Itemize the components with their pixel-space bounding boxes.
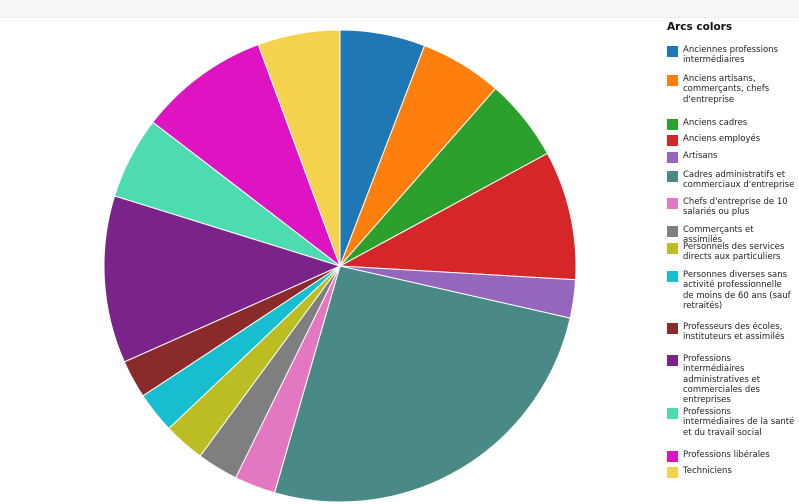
- legend-swatch: [667, 152, 678, 163]
- legend-swatch: [667, 408, 678, 419]
- legend-item: Cadres administratifs et commerciaux d'e…: [667, 170, 795, 191]
- legend-item: Anciens artisans, commerçants, chefs d'e…: [667, 74, 795, 105]
- legend-label: Professeurs des écoles, instituteurs et …: [683, 322, 785, 343]
- legend-swatch: [667, 226, 678, 237]
- legend-swatch: [667, 46, 678, 57]
- legend-item: Artisans: [667, 151, 795, 163]
- legend-label: Anciens cadres: [683, 118, 748, 128]
- pie-slice-12: [103, 195, 342, 363]
- pie-slice-4: [338, 152, 577, 281]
- legend-swatch: [667, 323, 678, 334]
- legend-label: Professions libérales: [683, 450, 770, 460]
- legend-item: Anciens cadres: [667, 118, 795, 130]
- legend-label: Commerçants et assimilés: [683, 225, 754, 246]
- legend-item: Anciens employés: [667, 134, 795, 146]
- legend-label: Anciens artisans, commerçants, chefs d'e…: [683, 74, 770, 105]
- legend-item: Professions libérales: [667, 450, 795, 462]
- legend-swatch: [667, 271, 678, 282]
- legend-label: Techniciens: [683, 466, 732, 476]
- legend-swatch: [667, 243, 678, 254]
- legend-swatch: [667, 119, 678, 130]
- legend-item: Chefs d'entreprise de 10 salariés ou plu…: [667, 197, 795, 218]
- legend-swatch: [667, 198, 678, 209]
- legend-item: Professeurs des écoles, instituteurs et …: [667, 322, 795, 343]
- legend-swatch: [667, 171, 678, 182]
- legend-item: Anciennes professions intermédiaires: [667, 45, 795, 66]
- pie-slice-6: [273, 265, 571, 503]
- legend-label: Anciens employés: [683, 134, 761, 144]
- legend-swatch: [667, 75, 678, 86]
- legend-item: Techniciens: [667, 466, 795, 478]
- legend-item: Professions intermédiaires de la santé e…: [667, 407, 795, 438]
- top-bar: [0, 0, 799, 18]
- legend-label: Professions intermédiaires de la santé e…: [683, 407, 795, 438]
- legend-label: Artisans: [683, 151, 718, 161]
- legend-label: Cadres administratifs et commerciaux d'e…: [683, 170, 795, 191]
- pie-slice-15: [257, 29, 341, 267]
- legend-title: Arcs colors: [667, 21, 733, 33]
- legend-swatch: [667, 451, 678, 462]
- legend-label: Personnels des services directs aux part…: [683, 242, 785, 263]
- legend-item: Professions intermédiaires administrativ…: [667, 354, 795, 405]
- legend-item: Personnels des services directs aux part…: [667, 242, 795, 263]
- legend-label: Anciennes professions intermédiaires: [683, 45, 778, 66]
- legend-swatch: [667, 355, 678, 366]
- legend-label: Chefs d'entreprise de 10 salariés ou plu…: [683, 197, 788, 218]
- pie-slice-14: [152, 43, 342, 268]
- legend: Arcs colors Anciennes professions interm…: [667, 20, 797, 478]
- legend-item: Personnes diverses sans activité profess…: [667, 270, 795, 311]
- legend-label: Professions intermédiaires administrativ…: [683, 354, 761, 406]
- legend-swatch: [667, 467, 678, 478]
- legend-item: Commerçants et assimilés: [667, 225, 795, 246]
- legend-label: Personnes diverses sans activité profess…: [683, 270, 791, 311]
- legend-swatch: [667, 135, 678, 146]
